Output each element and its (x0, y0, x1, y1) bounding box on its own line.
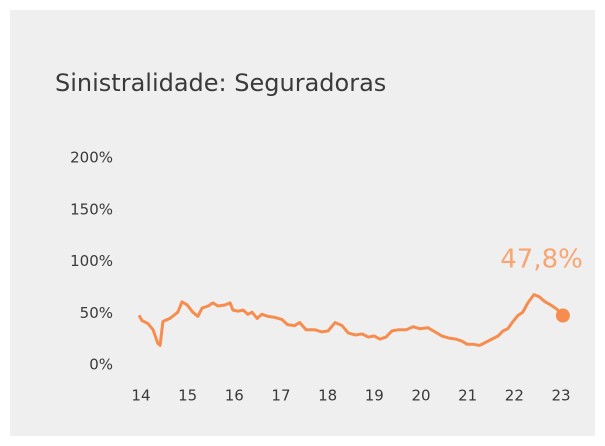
line (137, 293, 564, 347)
x-tick-label: 20 (411, 387, 430, 405)
last-point (555, 308, 570, 323)
y-tick-label: 0% (89, 356, 113, 374)
card (10, 10, 595, 436)
x-tick-label: 22 (505, 387, 524, 405)
y-tick-label: 100% (70, 252, 113, 270)
x-tick-label: 17 (271, 387, 290, 405)
y-tick-label: 150% (70, 200, 113, 218)
y-tick-label: 200% (70, 149, 113, 167)
chart-title: Sinistralidade: Seguradoras (55, 69, 386, 97)
y-tick-label: 50% (80, 304, 113, 322)
x-tick-label: 15 (178, 387, 197, 405)
x-tick-label: 21 (458, 387, 477, 405)
x-tick-label: 14 (131, 387, 150, 405)
x-tick-label: 18 (318, 387, 337, 405)
value-label: 47,8% (500, 245, 583, 275)
x-tick-label: 16 (225, 387, 244, 405)
x-tick-label: 19 (365, 387, 384, 405)
x-tick-label: 23 (551, 387, 570, 405)
